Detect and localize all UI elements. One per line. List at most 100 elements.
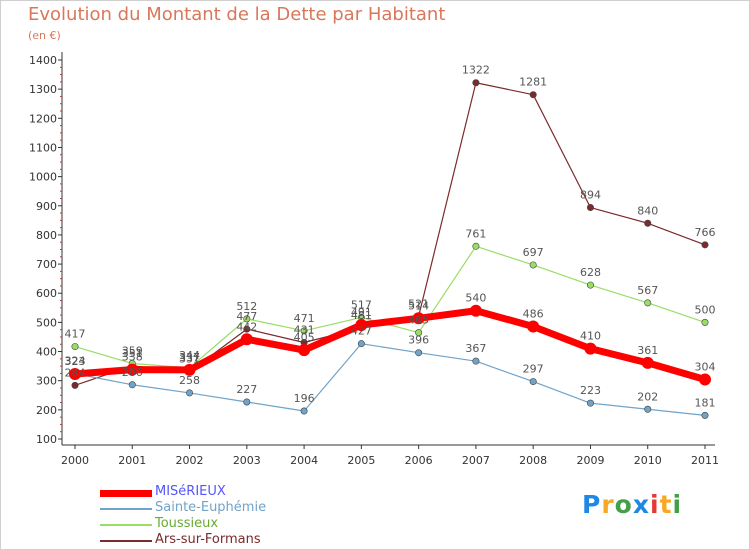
data-label: 521 xyxy=(408,297,429,310)
data-label: 361 xyxy=(637,344,658,357)
y-tick-label: 1000 xyxy=(29,171,57,184)
x-tick-label: 2007 xyxy=(462,454,490,467)
data-label: 324 xyxy=(65,355,86,368)
data-label: 514 xyxy=(408,299,429,312)
data-point xyxy=(644,299,652,307)
series-line xyxy=(74,343,706,416)
data-point xyxy=(472,357,480,365)
legend-swatch xyxy=(100,524,152,526)
series-line xyxy=(71,307,709,384)
logo-letter: i xyxy=(672,490,683,519)
x-tick-label: 2011 xyxy=(691,454,719,467)
data-label: 196 xyxy=(294,392,315,405)
logo-letter: x xyxy=(632,490,650,519)
data-label: 284 xyxy=(65,366,86,379)
data-label: 486 xyxy=(523,307,544,320)
data-point xyxy=(71,381,79,389)
data-point xyxy=(240,333,253,346)
data-point xyxy=(300,327,308,335)
data-point xyxy=(415,349,423,357)
data-label: 761 xyxy=(465,227,486,240)
data-label: 344 xyxy=(179,349,200,362)
y-tick-label: 500 xyxy=(36,316,57,329)
data-point xyxy=(186,389,194,397)
data-label: 1322 xyxy=(462,64,490,77)
data-point xyxy=(469,304,482,317)
data-label: 410 xyxy=(580,330,601,343)
x-tick-label: 2002 xyxy=(176,454,204,467)
x-tick-label: 2004 xyxy=(290,454,318,467)
logo-letter: r xyxy=(601,490,615,519)
series-0 xyxy=(69,304,711,386)
data-label: 351 xyxy=(122,347,143,360)
y-tick-label: 300 xyxy=(36,375,57,388)
data-label: 337 xyxy=(179,351,200,364)
data-point xyxy=(701,411,709,419)
data-point xyxy=(529,261,537,269)
y-tick-label: 800 xyxy=(36,229,57,242)
series-line xyxy=(74,245,706,369)
data-point xyxy=(69,367,81,380)
data-label: 427 xyxy=(351,325,372,338)
data-label: 471 xyxy=(294,312,315,325)
data-label: 367 xyxy=(465,342,486,355)
data-label: 628 xyxy=(580,266,601,279)
data-label: 304 xyxy=(695,361,716,374)
data-point xyxy=(701,318,709,326)
legend-label: Sainte-Euphémie xyxy=(155,500,267,515)
data-label: 894 xyxy=(580,189,601,202)
data-point xyxy=(412,312,425,325)
data-label: 338 xyxy=(122,351,143,364)
data-point xyxy=(529,378,537,386)
data-label: 202 xyxy=(637,390,658,403)
series-3 xyxy=(71,79,709,389)
data-point xyxy=(71,343,79,351)
data-label: 223 xyxy=(580,384,601,397)
y-tick-label: 400 xyxy=(36,346,57,359)
data-point xyxy=(586,204,594,212)
data-point xyxy=(298,344,311,357)
data-point xyxy=(644,219,652,227)
x-tick-label: 2001 xyxy=(118,454,146,467)
data-point xyxy=(300,407,308,415)
data-label: 1281 xyxy=(519,76,547,89)
data-label: 567 xyxy=(637,284,658,297)
y-tick-label: 900 xyxy=(36,200,57,213)
data-point xyxy=(529,91,537,99)
data-point xyxy=(357,340,365,348)
data-label: 431 xyxy=(294,324,315,337)
data-label: 258 xyxy=(179,374,200,387)
y-tick-label: 1100 xyxy=(29,141,57,154)
data-point xyxy=(472,79,480,87)
data-point xyxy=(243,325,251,333)
x-tick-label: 2008 xyxy=(519,454,547,467)
y-tick-label: 100 xyxy=(36,433,57,446)
data-point xyxy=(641,356,654,369)
legend-label: MISéRIEUX xyxy=(155,484,226,499)
y-tick-label: 1400 xyxy=(29,54,57,67)
y-tick-label: 600 xyxy=(36,287,57,300)
y-tick-label: 700 xyxy=(36,258,57,271)
chart-subtitle: (en €) xyxy=(28,29,61,42)
x-tick-label: 2006 xyxy=(405,454,433,467)
data-point xyxy=(243,398,251,406)
data-label: 491 xyxy=(351,306,372,319)
legend-swatch xyxy=(100,508,152,510)
logo-letter: o xyxy=(614,490,633,519)
legend-label: Ars-sur-Formans xyxy=(155,532,261,547)
logo-letter: t xyxy=(659,490,673,519)
legend-swatch xyxy=(100,540,152,542)
data-point xyxy=(701,241,709,249)
data-point xyxy=(183,363,196,376)
data-point xyxy=(128,381,136,389)
x-tick-label: 2000 xyxy=(61,454,89,467)
y-tick-label: 200 xyxy=(36,404,57,417)
data-point xyxy=(586,399,594,407)
data-point xyxy=(644,405,652,413)
data-point xyxy=(699,373,711,386)
data-label: 512 xyxy=(236,300,257,313)
data-point xyxy=(126,363,139,376)
data-label: 442 xyxy=(236,320,257,333)
data-label: 286 xyxy=(122,366,143,379)
